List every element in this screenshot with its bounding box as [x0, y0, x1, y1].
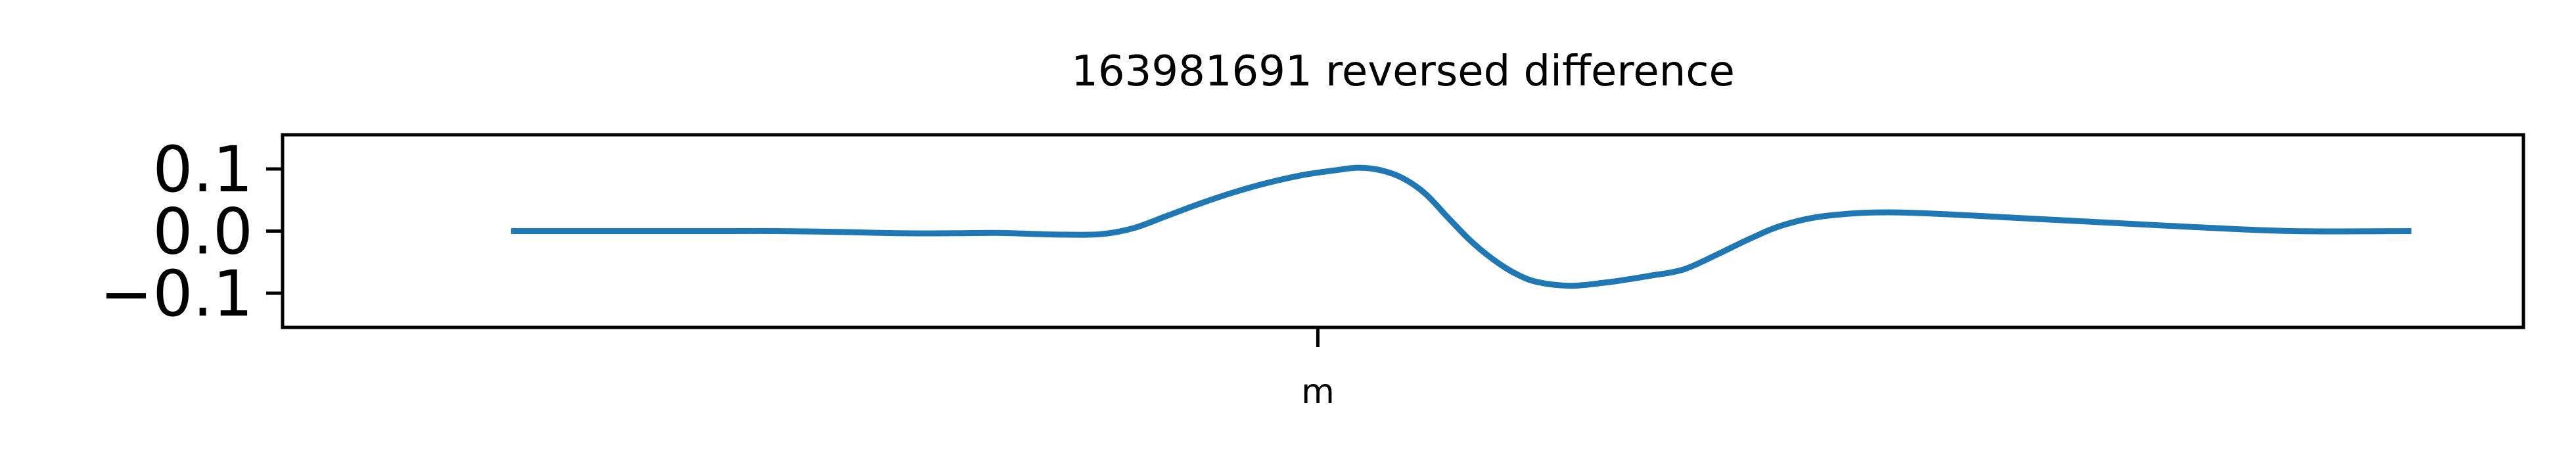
series-line: [511, 164, 2412, 289]
x-axis: m: [1301, 327, 1335, 412]
x-tick-label: m: [1301, 372, 1335, 412]
y-axis: 0.10.0−0.1: [100, 133, 283, 331]
y-tick-label: 0.0: [152, 195, 253, 269]
y-tick-label: −0.1: [100, 257, 253, 331]
y-tick-label: 0.1: [152, 133, 253, 206]
chart-title: 163981691 reversed difference: [1071, 47, 1735, 96]
plot-frame: [281, 133, 2525, 329]
